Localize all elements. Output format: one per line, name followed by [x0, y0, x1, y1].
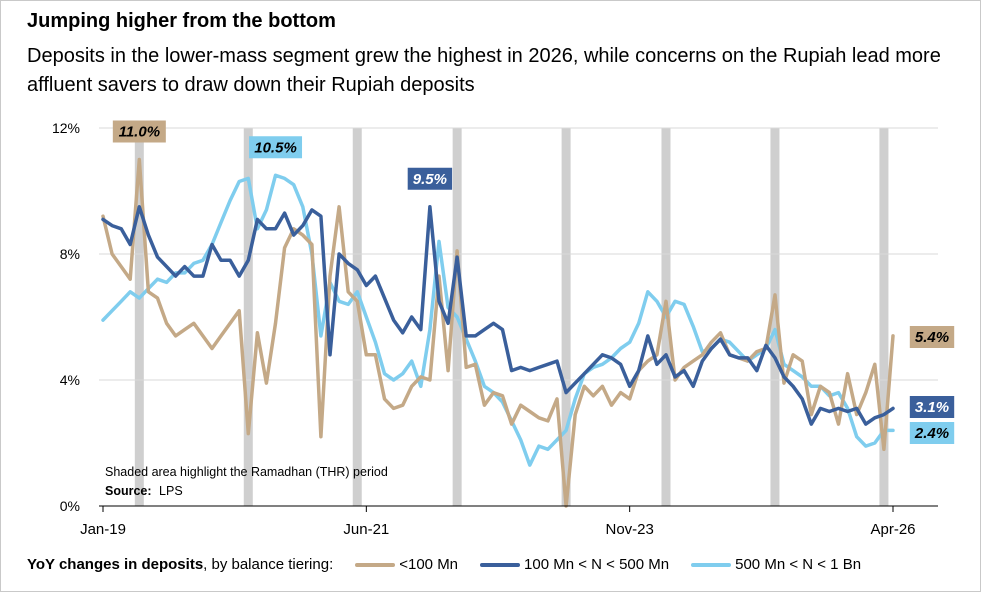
callout-0-text: 11.0% — [119, 124, 160, 141]
ramadhan-shade-2021-05 — [352, 128, 362, 506]
callout-1-box — [249, 136, 303, 159]
legend-label-lt100mn: <100 Mn — [399, 556, 459, 573]
series-100-500mn-line — [101, 205, 895, 426]
callout-2-text: 9.5% — [413, 171, 447, 188]
x-tick-label: Jan-19 — [80, 521, 126, 538]
source-value: LPS — [159, 484, 183, 498]
legend-swatch-100-500mn — [480, 562, 521, 567]
series-lt100mn-line — [101, 157, 895, 508]
end-label-series-lt100mn-box — [909, 326, 955, 348]
legend-swatch-lt100mn — [355, 562, 396, 567]
axis-group: 0% 4% 8% 12% Jan-19 Jun-21 Nov-23 Apr-26 — [52, 120, 938, 538]
legend-lead-bold: YoY changes in deposits — [27, 556, 204, 573]
ramadhan-shade-2020-05 — [243, 128, 253, 506]
callout-1-text: 10.5% — [254, 139, 297, 156]
callout-0-box — [112, 120, 166, 143]
legend-lead-rest: , by balance tiering: — [203, 556, 334, 573]
legend: YoY changes in deposits, by balance tier… — [27, 556, 861, 573]
end-label-series-500mn-1bn-text: 2.4% — [914, 425, 949, 442]
legend-lead: YoY changes in deposits, by balance tier… — [27, 556, 333, 573]
legend-item-100-500mn: 100 Mn < N < 500 Mn — [480, 556, 669, 573]
legend-item-500mn-1bn: 500 Mn < N < 1 Bn — [691, 556, 861, 573]
legend-swatch-500mn-1bn — [691, 562, 732, 567]
y-tick-label: 4% — [60, 372, 80, 388]
end-label-series-100-500mn-text: 3.1% — [915, 399, 949, 416]
series-lines-group — [101, 157, 895, 508]
legend-label-100-500mn: 100 Mn < N < 500 Mn — [524, 556, 670, 573]
source-line: Source: LPS — [105, 484, 183, 498]
gridlines-group — [99, 127, 938, 381]
callouts-group: 11.0% 10.5% 9.5% 5.4% 3.1% 2.4% — [112, 120, 955, 444]
end-label-series-100-500mn-box — [909, 396, 955, 418]
ramadhan-shade-2023-04 — [561, 128, 571, 506]
x-tick-label: Nov-23 — [605, 521, 653, 538]
y-tick-label: 8% — [60, 246, 80, 262]
ramadhan-shade-2026-03 — [879, 128, 889, 506]
x-tick-label: Jun-21 — [343, 521, 389, 538]
x-tick-label: Apr-26 — [870, 521, 915, 538]
ramadhan-shade-2025-03 — [770, 128, 780, 506]
source-label: Source: — [105, 484, 152, 498]
chart-title: Jumping higher from the bottom — [27, 10, 336, 32]
callout-2-box — [407, 167, 453, 190]
chart-subtitle: Deposits in the lower-mass segment grew … — [27, 45, 941, 96]
legend-label-500mn-1bn: 500 Mn < N < 1 Bn — [735, 556, 862, 573]
y-tick-label: 12% — [52, 120, 80, 136]
end-label-series-lt100mn-text: 5.4% — [915, 329, 949, 346]
legend-item-lt100mn: <100 Mn — [355, 556, 458, 573]
y-tick-label: 0% — [60, 498, 80, 514]
ramadhan-shade-2019-05 — [134, 128, 144, 506]
annotation-note: Shaded area highlight the Ramadhan (THR)… — [105, 465, 388, 479]
end-label-series-500mn-1bn-box — [909, 422, 955, 444]
